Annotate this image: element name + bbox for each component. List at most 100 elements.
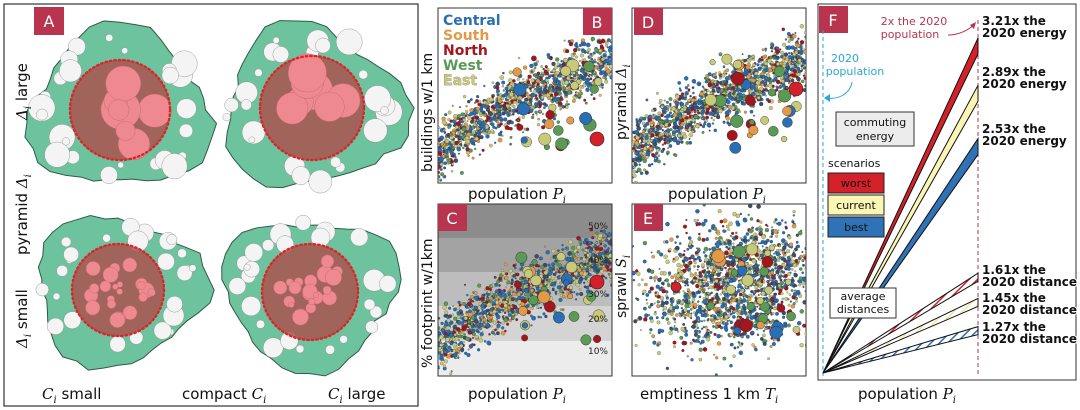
scatter-city-point	[760, 116, 769, 125]
building-circle	[369, 305, 383, 319]
core-building	[99, 280, 112, 293]
scatter-point	[476, 94, 480, 99]
scatter-city-point	[580, 334, 592, 346]
scatter-point	[511, 112, 515, 116]
scatter-point	[804, 39, 806, 42]
scatter-point	[529, 314, 533, 318]
scatter-point	[496, 109, 499, 112]
scatter-point	[533, 62, 538, 67]
scatter-city-point	[586, 291, 597, 302]
scatter-point	[581, 86, 585, 89]
scatter-point	[438, 138, 442, 142]
scatter-point	[729, 364, 733, 368]
scatter-point	[551, 262, 555, 267]
scatter-point	[610, 41, 612, 44]
scatter-point	[479, 332, 484, 337]
scatter-point	[514, 266, 517, 270]
scatter-point	[645, 293, 650, 297]
scatter-point	[714, 71, 718, 75]
scatter-point	[675, 141, 680, 146]
scatter-point	[549, 57, 553, 61]
scatter-point	[538, 302, 541, 305]
scatter-point	[517, 119, 520, 122]
scatter-point	[502, 95, 505, 98]
scatter-point	[446, 158, 451, 163]
scatter-point	[449, 132, 453, 137]
scatter-point	[705, 115, 709, 120]
scatter-point	[581, 248, 585, 252]
scatter-point	[641, 151, 646, 156]
scatter-point	[751, 55, 755, 59]
band-label-10: 10%	[588, 347, 608, 357]
core-building	[108, 99, 130, 121]
scatter-point	[443, 131, 447, 134]
scatter-point	[781, 59, 786, 63]
scatter-point	[452, 124, 456, 127]
scatter-point	[729, 312, 733, 316]
scatter-point	[559, 107, 563, 111]
scatter-point	[601, 57, 605, 62]
scatter-city-point	[709, 59, 716, 66]
scatter-point	[685, 108, 691, 114]
scatter-city-point	[565, 261, 578, 273]
scatter-point	[446, 329, 451, 334]
scatter-city-point	[749, 119, 755, 126]
scatter-city-point	[518, 305, 528, 316]
scatter-point	[543, 270, 548, 275]
col-label-large: Ci large	[328, 385, 385, 406]
scatter-city-point	[568, 311, 580, 322]
scatter-point	[690, 103, 694, 106]
panel-c-xlabel: population Pi	[468, 385, 566, 406]
scatter-point	[690, 125, 694, 129]
scatter-point	[446, 314, 449, 317]
scatter-point	[481, 125, 486, 130]
scatter-point	[725, 224, 730, 229]
scatter-point	[760, 56, 763, 59]
scatter-point	[672, 112, 678, 118]
scatter-point	[713, 353, 716, 356]
scatter-point	[679, 89, 682, 92]
scatter-point	[809, 270, 813, 274]
scatter-point	[599, 269, 604, 274]
scatter-point	[507, 291, 512, 296]
scatter-point	[698, 232, 701, 236]
scatter-point	[659, 252, 664, 257]
scatter-point	[542, 79, 546, 84]
panel-b-points	[438, 36, 612, 182]
scatter-point	[516, 299, 522, 305]
scatter-point	[680, 140, 684, 144]
scatter-point	[701, 113, 704, 116]
scatter-point	[458, 309, 463, 313]
scatter-city-point	[556, 252, 566, 262]
scatter-point	[486, 340, 491, 346]
scatter-point	[474, 323, 478, 327]
scatter-point	[794, 43, 799, 47]
core-building	[314, 91, 345, 122]
scatter-point	[598, 252, 603, 257]
scatter-point	[682, 134, 688, 139]
scatter-point	[527, 74, 532, 79]
scatter-point	[590, 57, 594, 61]
scatter-point	[688, 132, 694, 138]
scatter-point	[691, 98, 696, 103]
scatter-point	[639, 171, 644, 175]
scatter-point	[444, 113, 448, 117]
scatter-point	[604, 55, 607, 58]
scatter-point	[438, 170, 440, 174]
scatter-point	[503, 303, 508, 308]
scatter-point	[494, 282, 499, 287]
building-circle	[272, 46, 290, 63]
scatter-point	[707, 72, 712, 77]
scatter-point	[447, 345, 452, 350]
scatter-point	[444, 137, 448, 141]
scatter-largest-city	[589, 274, 605, 290]
scatter-point	[496, 280, 500, 284]
scatter-point	[578, 288, 582, 291]
scatter-point	[485, 323, 490, 328]
scatter-point	[579, 238, 582, 241]
scatter-point	[467, 312, 473, 318]
scatter-point	[456, 121, 461, 126]
scatter-point	[790, 304, 796, 309]
scatter-point	[764, 61, 768, 66]
scatter-point	[495, 104, 500, 108]
